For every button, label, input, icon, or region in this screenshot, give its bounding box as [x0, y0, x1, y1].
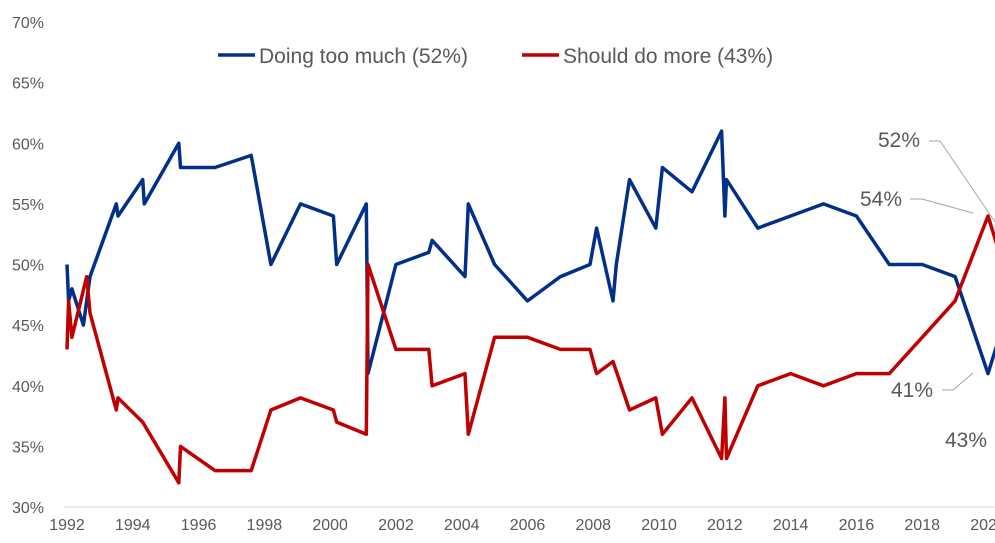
x-tick-label: 2008 [575, 517, 611, 534]
y-tick-label: 65% [12, 76, 44, 93]
y-tick-label: 60% [12, 136, 44, 153]
annotation-41: 41% [891, 379, 933, 402]
legend-label-doing-too-much: Doing too much (52%) [259, 45, 468, 68]
y-tick-labels: 30% 35% 40% 45% 50% 55% 60% 65% 70% [12, 15, 44, 517]
y-tick-label: 30% [12, 500, 44, 517]
annotation-52-leader [929, 140, 995, 223]
x-tick-label: 2018 [904, 517, 940, 534]
annotation-52: 52% [878, 129, 920, 152]
legend-label-should-do-more: Should do more (43%) [563, 45, 773, 68]
x-tick-label: 2006 [510, 517, 546, 534]
annotation-43: 43% [945, 429, 987, 452]
x-tick-labels: 1992 1994 1996 1998 2000 2002 2004 2006 2008 2010… [49, 517, 995, 534]
x-tick-label: 2010 [641, 517, 677, 534]
annotation-54-leader [910, 198, 974, 214]
y-tick-label: 45% [12, 318, 44, 335]
x-tick-label: 1998 [247, 517, 283, 534]
x-tick-label: 1994 [115, 517, 151, 534]
y-tick-label: 70% [12, 15, 44, 32]
x-tick-label: 2004 [444, 517, 480, 534]
y-tick-label: 55% [12, 197, 44, 214]
y-tick-label: 40% [12, 379, 44, 396]
series-line-should-do-more [65, 214, 995, 485]
y-tick-label: 50% [12, 258, 44, 275]
series-line-doing-too-much [65, 129, 995, 376]
annotation-41-leader [942, 372, 974, 391]
x-tick-label: 2012 [707, 517, 743, 534]
x-tick-label: 1996 [181, 517, 217, 534]
series-lines [65, 129, 995, 485]
x-tick-label: 2014 [773, 517, 809, 534]
x-tick-label: 2020 [970, 517, 995, 534]
x-tick-label: 1992 [49, 517, 85, 534]
y-tick-label: 35% [12, 439, 44, 456]
legend: Doing too much (52%) Should do more (43%… [218, 45, 773, 68]
x-tick-label: 2000 [312, 517, 348, 534]
x-tick-label: 2002 [378, 517, 414, 534]
annotation-54: 54% [860, 188, 902, 211]
annotations: 52% 54% 41% 43% [860, 129, 995, 452]
x-tick-label: 2016 [839, 517, 875, 534]
